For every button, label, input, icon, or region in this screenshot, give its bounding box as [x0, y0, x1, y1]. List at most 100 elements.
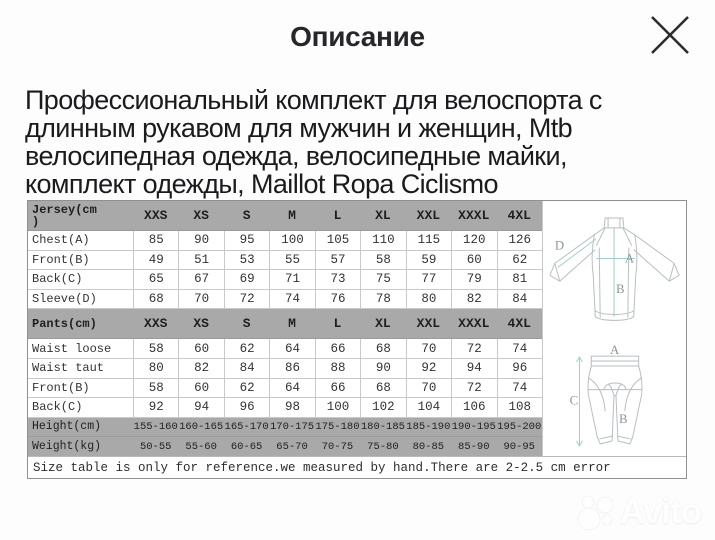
value-cell: 60: [451, 250, 496, 270]
value-cell: 105: [314, 231, 360, 250]
table-row: Front(B) 58 60 62 64 66 68 70 72 74: [28, 378, 542, 399]
value-cell: 72: [451, 378, 496, 398]
value-cell: 68: [360, 339, 405, 358]
value-cell: 70: [405, 378, 451, 398]
value-cell: 84: [496, 289, 542, 309]
value-cell: 62: [223, 378, 269, 398]
size-header-row: Pants(cm) XXS XS S M L XL XXL XXXL 4XL: [28, 309, 542, 340]
value-cell: 55-60: [185, 440, 217, 453]
description-line: комплект одежды, Maillot Ropa Ciclismo: [25, 169, 499, 199]
value-cell: 96: [223, 398, 269, 417]
pants-measure-c-label: C: [570, 393, 579, 407]
value-cell: 92: [405, 358, 451, 378]
row-label-cell: Back(C): [32, 400, 83, 415]
value-cell: 98: [269, 398, 314, 417]
value-cell: 84: [223, 358, 269, 378]
size-header-cell: XXXL: [458, 208, 490, 223]
value-cell: 60: [178, 378, 223, 398]
description-line: Профессиональный комплект для велоспорта…: [25, 85, 602, 115]
description-line: длинным рукавом для мужчин и женщин, Mtb: [25, 113, 573, 143]
value-cell: 80-85: [412, 440, 445, 453]
table-row: Weight(kg) 50-55 55-60 60-65 65-70 70-75 75-80…: [28, 437, 542, 456]
value-cell: 70-75: [321, 440, 354, 453]
description-line: велосипедная одежда, велосипедные майки,: [25, 141, 568, 171]
size-header-cell: XL: [375, 208, 391, 223]
garment-diagram: A B D A C B: [542, 201, 686, 456]
value-cell: 175-180: [315, 421, 360, 434]
value-cell: 85: [133, 231, 178, 250]
size-grid: Jersey(cm ) XXS XS S M L XL XXL XXXL 4XL Chest(A) 8…: [28, 201, 542, 456]
table-row: Back(C) 92 94 96 98 100 102 104 106 108: [28, 398, 542, 418]
row-label-cell: Front(B): [32, 252, 90, 267]
value-cell: 90-95: [503, 440, 535, 453]
table-row: Waist taut 80 82 84 86 88 90 92 94 96: [28, 358, 542, 379]
value-cell: 58: [133, 339, 178, 358]
value-cell: 66: [314, 378, 360, 398]
value-cell: 180-185: [360, 421, 405, 434]
value-cell: 106: [451, 398, 496, 417]
table-row: Sleeve(D) 68 70 72 74 76 78 80 82 84: [28, 289, 542, 310]
size-header-row: Jersey(cm ) XXS XS S M L XL XXL XXXL 4XL: [28, 201, 542, 231]
value-cell: 74: [496, 378, 542, 398]
size-header-cell: XXL: [416, 208, 441, 223]
table-row: Back(C) 65 67 69 71 73 75 77 79 81: [28, 270, 542, 290]
value-cell: 94: [178, 398, 223, 417]
table-row: Chest(A) 85 90 95 100 105 110 115 120 126: [28, 231, 542, 251]
value-cell: 79: [451, 270, 496, 289]
value-cell: 75: [360, 270, 405, 289]
value-cell: 126: [496, 231, 542, 250]
value-cell: 74: [269, 289, 314, 309]
value-cell: 82: [451, 289, 496, 309]
row-label-cell: Waist taut: [32, 361, 105, 376]
value-cell: 104: [405, 398, 451, 417]
value-cell: 80: [405, 289, 451, 309]
value-cell: 102: [360, 398, 405, 417]
value-cell: 115: [405, 231, 451, 250]
value-cell: 62: [223, 339, 269, 358]
value-cell: 108: [496, 398, 542, 417]
value-cell: 185-190: [406, 421, 451, 434]
value-cell: 85-90: [458, 440, 490, 453]
value-cell: 68: [360, 378, 405, 398]
table-row: Height(cm) 155-160 160-165 165-170 170-175 17…: [28, 417, 542, 438]
value-cell: 82: [178, 358, 223, 378]
value-cell: 78: [360, 289, 405, 309]
value-cell: 170-175: [269, 421, 315, 434]
size-header-cell: 4XL: [507, 208, 531, 223]
value-cell: 155-160: [133, 421, 178, 434]
value-cell: 77: [405, 270, 451, 289]
value-cell: 55: [269, 250, 314, 270]
value-cell: 53: [223, 250, 269, 270]
value-cell: 120: [451, 231, 496, 250]
watermark: Avito: [576, 492, 702, 532]
value-cell: 190-195: [451, 421, 496, 434]
size-header-cell: M: [288, 208, 296, 223]
value-cell: 90: [178, 231, 223, 250]
value-cell: 59: [405, 250, 451, 270]
row-label-cell: Waist loose: [32, 341, 112, 356]
value-cell: 96: [496, 358, 542, 378]
value-cell: 60: [178, 339, 223, 358]
value-cell: 64: [269, 339, 314, 358]
avito-logo-icon: [577, 495, 614, 531]
size-header-cell: XXS: [144, 208, 168, 223]
value-cell: 58: [133, 378, 178, 398]
pants-measure-b-label: B: [619, 412, 628, 426]
value-cell: 69: [223, 270, 269, 289]
size-header-cell: L: [333, 316, 342, 332]
size-header-cell: M: [288, 316, 296, 332]
value-cell: 50-55: [139, 440, 172, 453]
value-cell: 88: [314, 358, 360, 378]
value-cell: 60-65: [230, 440, 263, 453]
row-label-cell: Sleeve(D): [32, 292, 97, 307]
value-cell: 70: [178, 289, 223, 309]
close-button[interactable]: [644, 9, 696, 61]
row-label-cell: Back(C): [32, 272, 83, 287]
jersey-measure-d-label: D: [555, 239, 564, 253]
size-header-cell: 4XL: [507, 316, 531, 332]
value-cell: 92: [133, 398, 178, 417]
value-cell: 65: [133, 270, 178, 289]
value-cell: 58: [360, 250, 405, 270]
pants-measure-a-label: A: [610, 343, 620, 357]
value-cell: 65-70: [276, 440, 308, 453]
